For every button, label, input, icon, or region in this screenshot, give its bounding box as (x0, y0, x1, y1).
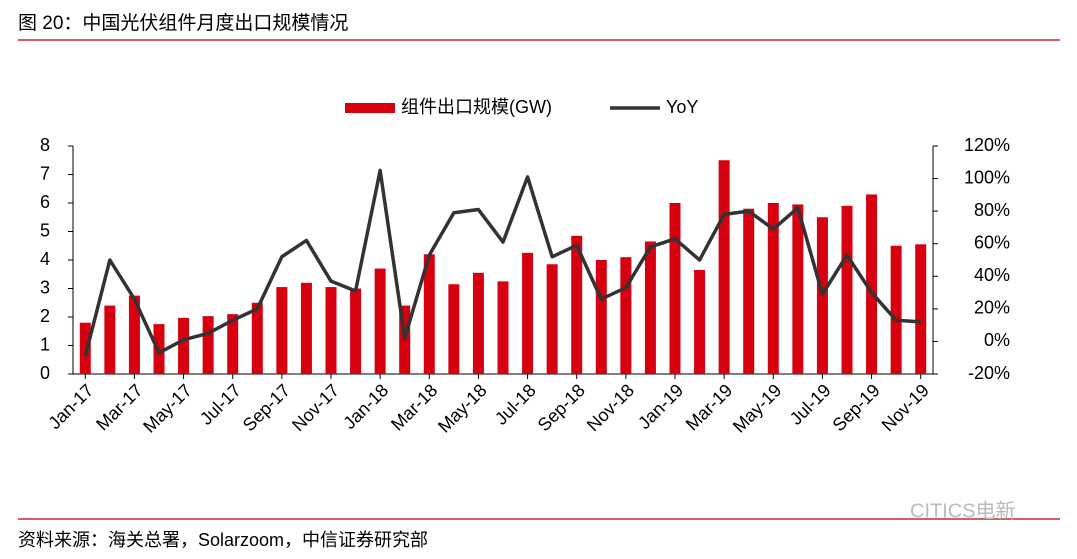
bar (571, 235, 583, 374)
bar (227, 314, 239, 374)
x-tick-label: Mar-19 (682, 380, 736, 434)
bar (792, 204, 804, 374)
y2-tick-label: -20% (968, 363, 1010, 383)
x-tick-label: Jan-19 (634, 380, 687, 433)
bar (694, 269, 706, 374)
bar (276, 287, 288, 374)
chart-title: 图 20：中国光伏组件月度出口规模情况 (18, 12, 348, 34)
bar (325, 287, 337, 374)
bar (915, 244, 927, 374)
x-tick-label: May-18 (434, 380, 491, 437)
x-tick-label: Nov-19 (878, 380, 933, 435)
bar (350, 288, 362, 374)
y2-tick-label: 40% (974, 265, 1010, 285)
y2-tick-label: 120% (964, 135, 1010, 155)
x-tick-label: Jul-19 (786, 380, 835, 429)
x-tick-label: Nov-17 (288, 380, 343, 435)
bar (79, 322, 91, 374)
y-tick-label: 5 (40, 220, 50, 240)
y2-tick-label: 80% (974, 200, 1010, 220)
y-tick-label: 4 (40, 249, 50, 269)
y-tick-label: 6 (40, 192, 50, 212)
x-tick-label: Mar-17 (92, 380, 146, 434)
x-tick-label: Sep-18 (534, 380, 589, 435)
y-tick-label: 0 (40, 363, 50, 383)
y2-tick-label: 0% (984, 330, 1010, 350)
x-tick-label: Sep-17 (239, 380, 294, 435)
watermark: CITICS电新 (910, 499, 1016, 522)
legend-label: 组件出口规模(GW) (401, 97, 552, 117)
line (83, 168, 921, 357)
bar (178, 317, 190, 374)
bar (595, 260, 607, 374)
x-tick-label: Jan-18 (339, 380, 392, 433)
y2-tick-label: 60% (974, 232, 1010, 252)
bar (718, 160, 730, 374)
bar (202, 316, 214, 374)
bar (743, 208, 755, 374)
bar (866, 194, 878, 374)
source-note: 资料来源：海关总署，Solarzoom，中信证券研究部 (18, 530, 428, 550)
bar (669, 203, 681, 374)
y-tick-label: 8 (40, 135, 50, 155)
legend-swatch (345, 103, 395, 113)
x-tick-label: Sep-19 (829, 380, 884, 435)
bar (620, 257, 632, 374)
bar (841, 205, 853, 374)
bar (448, 284, 460, 374)
bar (644, 241, 656, 374)
y2-tick-label: 20% (974, 298, 1010, 318)
y-tick-label: 1 (40, 334, 50, 354)
bar (300, 282, 312, 374)
bar (374, 268, 386, 374)
bar (497, 281, 509, 374)
bar (890, 245, 902, 374)
legend-label: YoY (666, 97, 698, 117)
x-tick-label: Mar-18 (387, 380, 441, 434)
x-tick-label: Jul-18 (491, 380, 540, 429)
bar (546, 264, 558, 374)
x-tick-label: May-17 (139, 380, 196, 437)
bar (251, 302, 263, 374)
x-tick-label: Jan-17 (44, 380, 97, 433)
x-tick-label: Jul-17 (196, 380, 245, 429)
y-tick-label: 2 (40, 306, 50, 326)
y-tick-label: 7 (40, 163, 50, 183)
bar (522, 252, 534, 374)
bar (472, 272, 484, 374)
x-tick-label: Nov-18 (583, 380, 638, 435)
x-tick-label: May-19 (729, 380, 786, 437)
bar (423, 254, 435, 374)
bar (767, 203, 779, 374)
y2-tick-label: 100% (964, 167, 1010, 187)
bar (104, 305, 116, 374)
bar (128, 295, 140, 374)
y-tick-label: 3 (40, 277, 50, 297)
